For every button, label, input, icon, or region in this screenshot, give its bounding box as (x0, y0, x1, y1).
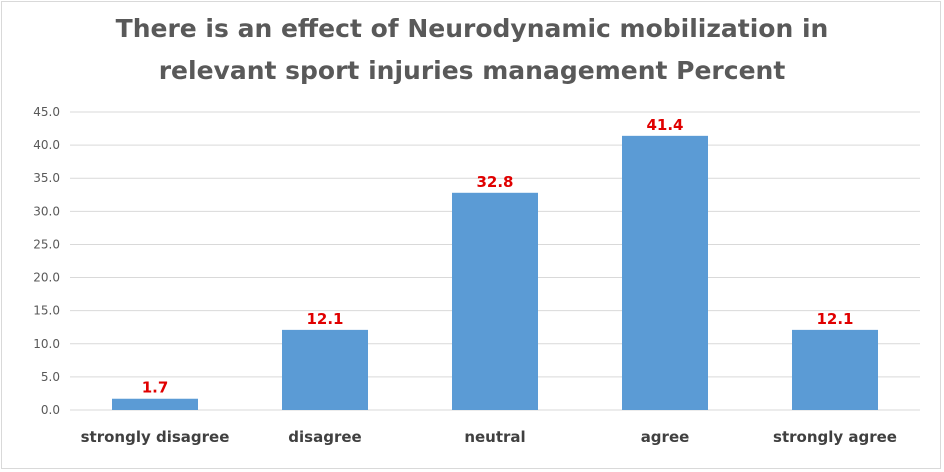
bar (112, 398, 198, 410)
y-tick-label: 20.0 (33, 271, 60, 285)
chart-title-line-2: relevant sport injuries management Perce… (158, 56, 786, 85)
y-tick-label: 10.0 (33, 337, 60, 351)
x-category-label: neutral (464, 428, 525, 446)
y-tick-label: 30.0 (33, 204, 60, 218)
chart-title-line-1: There is an effect of Neurodynamic mobil… (115, 14, 829, 43)
bar (452, 192, 538, 410)
x-category-label: agree (641, 428, 690, 446)
x-category-label: strongly agree (773, 428, 897, 446)
data-label: 12.1 (306, 310, 343, 328)
data-label: 1.7 (142, 379, 169, 397)
data-label: 32.8 (476, 173, 513, 191)
bar (282, 329, 368, 410)
chart-title: There is an effect of Neurodynamic mobil… (0, 8, 944, 92)
y-tick-label: 45.0 (33, 105, 60, 119)
y-tick-label: 5.0 (41, 370, 60, 384)
x-category-label: strongly disagree (81, 428, 230, 446)
data-label: 12.1 (816, 310, 853, 328)
x-category-label: disagree (288, 428, 361, 446)
y-tick-label: 15.0 (33, 304, 60, 318)
bar (622, 135, 708, 410)
bar (792, 329, 878, 410)
y-tick-label: 40.0 (33, 138, 60, 152)
y-tick-label: 0.0 (41, 403, 60, 417)
y-tick-label: 25.0 (33, 237, 60, 251)
data-label: 41.4 (646, 116, 683, 134)
y-tick-label: 35.0 (33, 171, 60, 185)
